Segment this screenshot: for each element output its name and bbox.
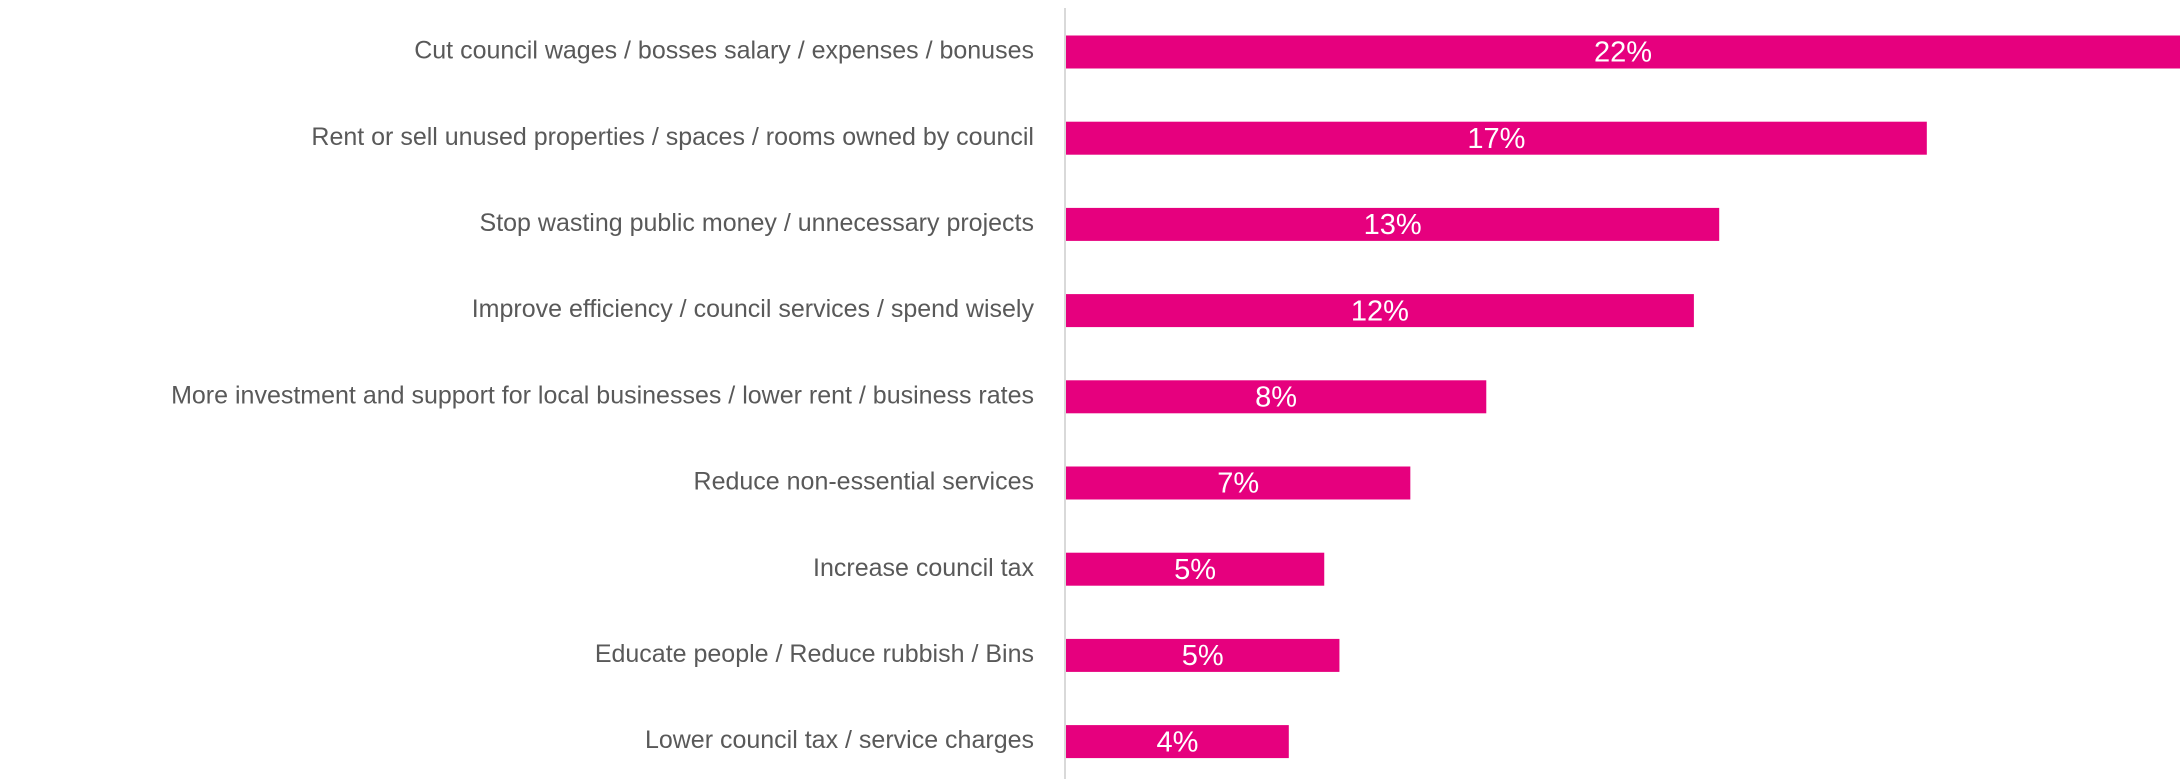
data-label: 17% xyxy=(1467,123,1525,155)
data-label: 22% xyxy=(1594,37,1652,69)
bar xyxy=(1066,35,2180,69)
bar xyxy=(1066,380,1487,414)
bar xyxy=(1066,725,1289,759)
category-label: Improve efficiency / council services / … xyxy=(472,295,1035,323)
category-label: Increase council tax xyxy=(813,554,1034,582)
category-label: Cut council wages / bosses salary / expe… xyxy=(414,37,1034,65)
data-label: 13% xyxy=(1364,209,1422,241)
category-label: Lower council tax / service charges xyxy=(645,726,1034,754)
bar xyxy=(1066,638,1340,672)
category-label: Stop wasting public money / unnecessary … xyxy=(480,209,1034,237)
category-label: More investment and support for local bu… xyxy=(171,381,1034,409)
category-label: Educate people / Reduce rubbish / Bins xyxy=(595,640,1034,668)
bar xyxy=(1066,552,1325,586)
data-label: 7% xyxy=(1217,468,1259,500)
category-label: Rent or sell unused properties / spaces … xyxy=(311,123,1034,151)
data-label: 12% xyxy=(1351,295,1409,327)
category-label: Reduce non-essential services xyxy=(694,468,1034,496)
data-label: 4% xyxy=(1156,726,1198,758)
bar xyxy=(1066,466,1411,500)
data-label: 5% xyxy=(1182,640,1224,672)
bar xyxy=(1066,294,1694,328)
bar xyxy=(1066,207,1720,241)
data-label: 5% xyxy=(1174,554,1216,586)
data-label: 8% xyxy=(1255,381,1297,413)
bar xyxy=(1066,121,1927,155)
